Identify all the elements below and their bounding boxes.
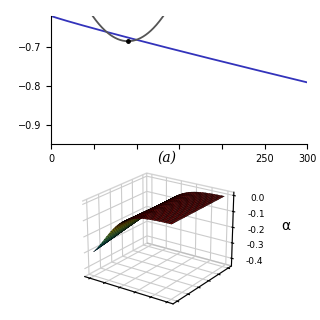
- X-axis label: T (K): T (K): [166, 166, 192, 177]
- Text: (a): (a): [157, 151, 176, 165]
